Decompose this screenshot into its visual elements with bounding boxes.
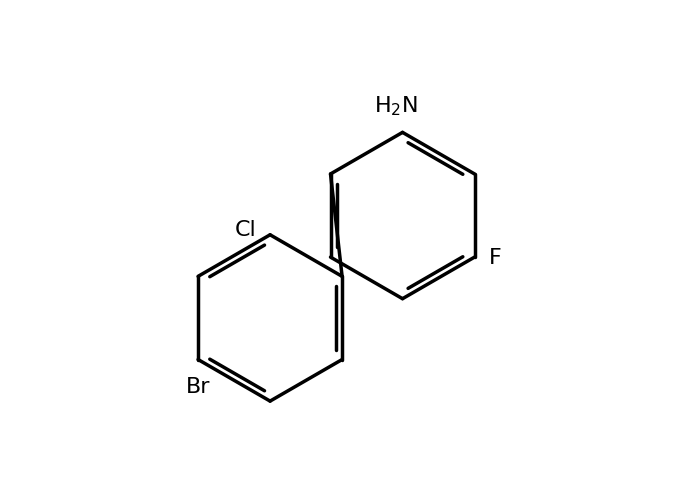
Text: Cl: Cl xyxy=(234,219,256,239)
Text: H$_2$N: H$_2$N xyxy=(375,94,418,118)
Text: Br: Br xyxy=(186,377,210,397)
Text: F: F xyxy=(488,247,501,267)
